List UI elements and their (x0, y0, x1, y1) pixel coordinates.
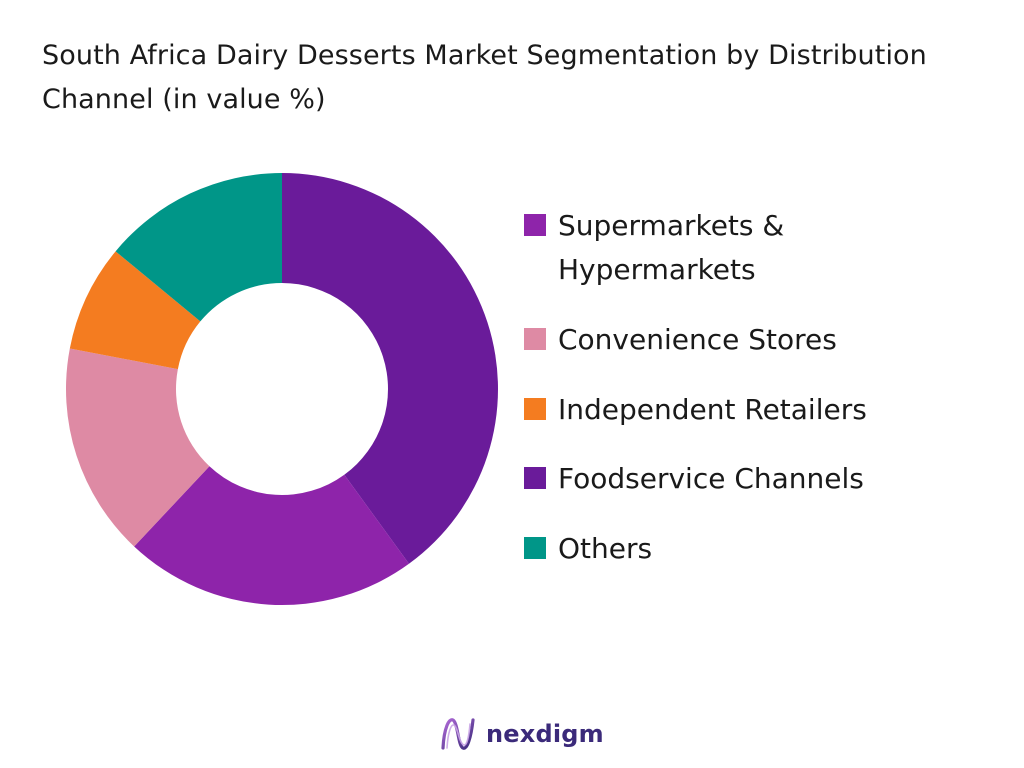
donut-slice-convenience-stores (134, 466, 409, 605)
legend-item-convenience: Convenience Stores (524, 318, 978, 362)
brand-logo: nexdigm (438, 714, 604, 754)
legend-swatch (524, 398, 546, 420)
legend-swatch (524, 467, 546, 489)
donut-slice-independent-retailers (65, 348, 210, 547)
legend-label: Others (558, 532, 653, 565)
legend-swatch (524, 537, 546, 559)
donut-slice-supermarkets-hypermarkets (282, 173, 498, 564)
donut-slice-others (115, 173, 282, 322)
legend-label: Convenience Stores (558, 323, 837, 356)
legend-item-others: Others (524, 527, 978, 571)
chart-title: South Africa Dairy Desserts Market Segme… (42, 40, 927, 115)
legend-label: Supermarkets & Hypermarkets (558, 209, 785, 286)
legend-swatch (524, 214, 546, 236)
brand-name: nexdigm (486, 720, 604, 748)
legend-label: Foodservice Channels (558, 462, 864, 495)
legend-item-foodservice: Foodservice Channels (524, 457, 978, 501)
legend-label: Independent Retailers (558, 393, 867, 426)
donut-slice-foodservice-channels (69, 251, 201, 370)
nexdigm-wave-icon (441, 718, 475, 750)
legend-item-independent: Independent Retailers (524, 388, 978, 432)
legend-item-supermarkets: Supermarkets & Hypermarkets (524, 204, 978, 292)
legend-swatch (524, 328, 546, 350)
